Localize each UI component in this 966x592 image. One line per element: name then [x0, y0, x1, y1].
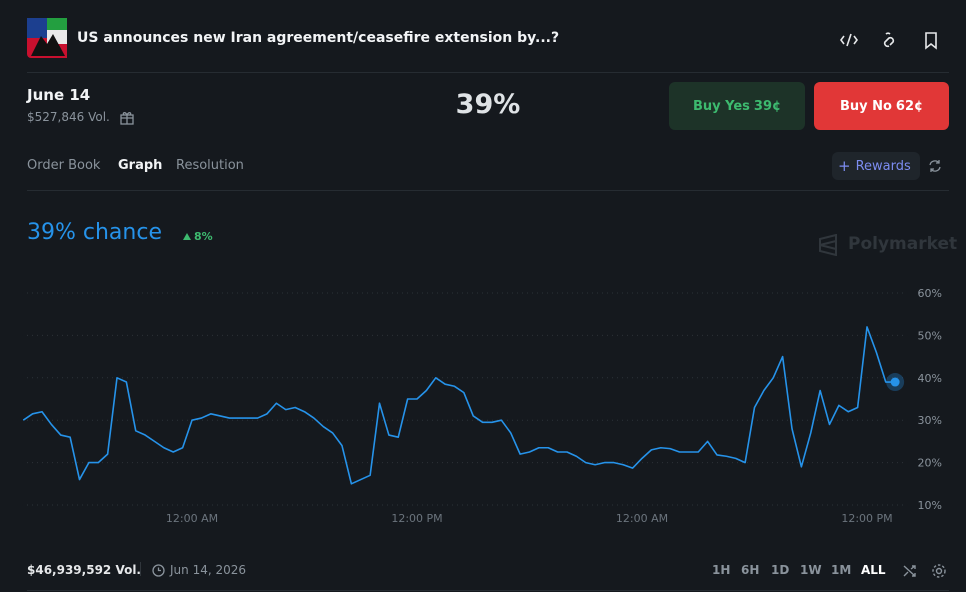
gift-icon — [120, 112, 134, 125]
link-icon[interactable] — [883, 32, 895, 48]
y-tick-label: 30% — [918, 414, 942, 427]
x-tick-label: 12:00 AM — [166, 512, 218, 525]
y-tick-label: 40% — [918, 372, 942, 385]
rewards-label: Rewards — [855, 158, 911, 174]
current-point — [890, 377, 900, 387]
tab[interactable]: Order Book — [27, 158, 101, 173]
x-tick-label: 12:00 PM — [841, 512, 892, 525]
total-volume: $46,939,592 Vol. — [27, 563, 141, 577]
tab[interactable]: Resolution — [176, 158, 244, 173]
y-tick-label: 60% — [918, 287, 942, 300]
chart-date: Jun 14, 2026 — [170, 563, 247, 577]
rewards-button[interactable]: + Rewards — [832, 152, 920, 180]
x-tick-label: 12:00 PM — [391, 512, 442, 525]
buy-yes-price: 39¢ — [753, 98, 782, 114]
settings-icon[interactable] — [931, 563, 947, 579]
y-tick-label: 50% — [918, 329, 942, 342]
divider — [140, 562, 141, 576]
divider — [27, 72, 949, 73]
range-button[interactable]: 6H — [741, 563, 760, 577]
range-button[interactable]: 1D — [771, 563, 790, 577]
price-line — [22, 326, 896, 485]
range-button[interactable]: 1H — [712, 563, 731, 577]
buy-yes-button[interactable]: Buy Yes 39¢ — [669, 82, 805, 130]
range-button[interactable]: 1W — [800, 563, 822, 577]
tab[interactable]: Graph — [118, 158, 163, 173]
watermark: Polymarket — [848, 234, 958, 254]
buy-no-label: Buy No — [839, 98, 892, 114]
up-icon — [183, 233, 191, 240]
buy-no-button[interactable]: Buy No 62¢ — [814, 82, 949, 130]
watermark-logo — [819, 234, 837, 256]
y-tick-label: 10% — [918, 499, 942, 512]
buy-no-price: 62¢ — [895, 98, 924, 114]
volume: $527,846 Vol. — [27, 110, 110, 124]
clock-icon — [152, 564, 165, 577]
market-title: US announces new Iran agreement/ceasefir… — [77, 30, 560, 46]
buy-yes-label: Buy Yes — [692, 98, 750, 114]
divider — [27, 190, 949, 191]
end-date: June 14 — [27, 86, 91, 104]
bookmark-icon[interactable] — [925, 32, 937, 50]
chance-headline: 39% chance — [27, 220, 162, 245]
header-actions[interactable] — [840, 30, 940, 50]
embed-icon[interactable] — [840, 33, 858, 47]
plus-icon: + — [838, 157, 851, 175]
x-tick-label: 12:00 AM — [616, 512, 668, 525]
change: 8% — [194, 230, 213, 243]
range-button[interactable]: ALL — [861, 563, 886, 577]
y-tick-label: 20% — [918, 457, 942, 470]
range-button[interactable]: 1M — [831, 563, 852, 577]
probability: 39% — [455, 89, 521, 120]
divider — [27, 590, 949, 591]
market-icon — [27, 18, 67, 58]
shuffle-icon[interactable] — [902, 563, 918, 579]
refresh-icon[interactable] — [928, 159, 942, 173]
